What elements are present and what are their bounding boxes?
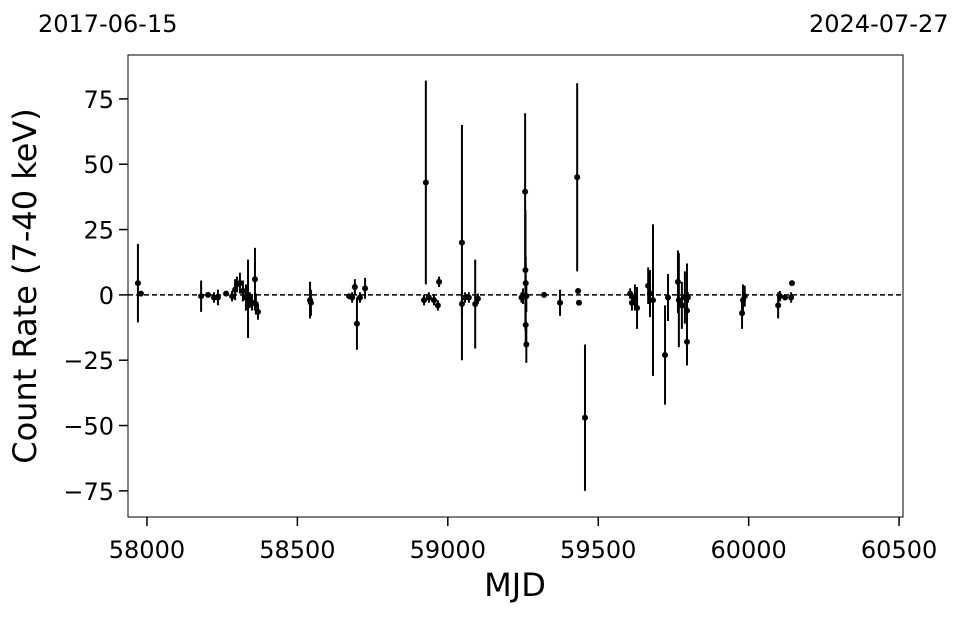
point [137, 290, 144, 297]
point [422, 179, 429, 186]
point [223, 290, 230, 297]
point [662, 351, 669, 358]
point [541, 291, 548, 298]
y-tick-label: 50 [83, 151, 114, 179]
point [434, 302, 441, 309]
point [134, 280, 141, 287]
point [575, 299, 582, 306]
point [458, 239, 465, 246]
point [675, 297, 682, 304]
point [776, 293, 783, 300]
point [474, 295, 481, 302]
point [430, 297, 437, 304]
point [351, 284, 358, 291]
point [646, 290, 653, 297]
point [665, 294, 672, 301]
point [782, 294, 789, 301]
point [362, 285, 369, 292]
point [214, 294, 221, 301]
point [649, 297, 656, 304]
x-tick-label: 59000 [410, 536, 486, 564]
point [788, 280, 795, 287]
point [523, 293, 530, 300]
point [472, 301, 479, 308]
point [628, 299, 635, 306]
x-tick-label: 58000 [109, 536, 185, 564]
x-tick-label: 60000 [710, 536, 786, 564]
point [522, 188, 529, 195]
point [356, 294, 363, 301]
top-right-date: 2024-07-27 [809, 10, 948, 38]
point [678, 302, 685, 309]
point [307, 299, 314, 306]
y-tick-label: −25 [63, 347, 114, 375]
point [349, 294, 356, 301]
point [421, 297, 428, 304]
plot-frame [127, 54, 904, 518]
x-tick-label: 58500 [259, 536, 335, 564]
point [254, 308, 261, 315]
point [436, 278, 443, 285]
point [574, 174, 581, 181]
point [683, 338, 690, 345]
point [775, 302, 782, 309]
point [741, 293, 748, 300]
x-tick-label: 59500 [560, 536, 636, 564]
point [198, 293, 205, 300]
point [634, 304, 641, 311]
point [465, 294, 472, 301]
top-left-date: 2017-06-15 [38, 10, 177, 38]
point [239, 287, 246, 294]
y-axis-label: Count Rate (7-40 keV) [6, 108, 44, 463]
point [557, 299, 564, 306]
point [229, 293, 236, 300]
point [518, 294, 525, 301]
y-tick-label: −75 [63, 478, 114, 506]
y-tick-label: −50 [63, 413, 114, 441]
point [683, 307, 690, 314]
point [251, 276, 258, 283]
point [458, 301, 465, 308]
point [788, 294, 795, 301]
point [523, 341, 530, 348]
point [205, 291, 212, 298]
point [425, 294, 432, 301]
point [236, 280, 243, 287]
y-tick-label: 25 [83, 217, 114, 245]
y-tick-label: 75 [83, 86, 114, 114]
x-tick-label: 60500 [861, 536, 937, 564]
x-axis-label: MJD [484, 566, 546, 604]
point [684, 294, 691, 301]
point [353, 320, 360, 327]
point [575, 287, 582, 294]
point [581, 414, 588, 421]
y-tick-label: 0 [99, 282, 114, 310]
